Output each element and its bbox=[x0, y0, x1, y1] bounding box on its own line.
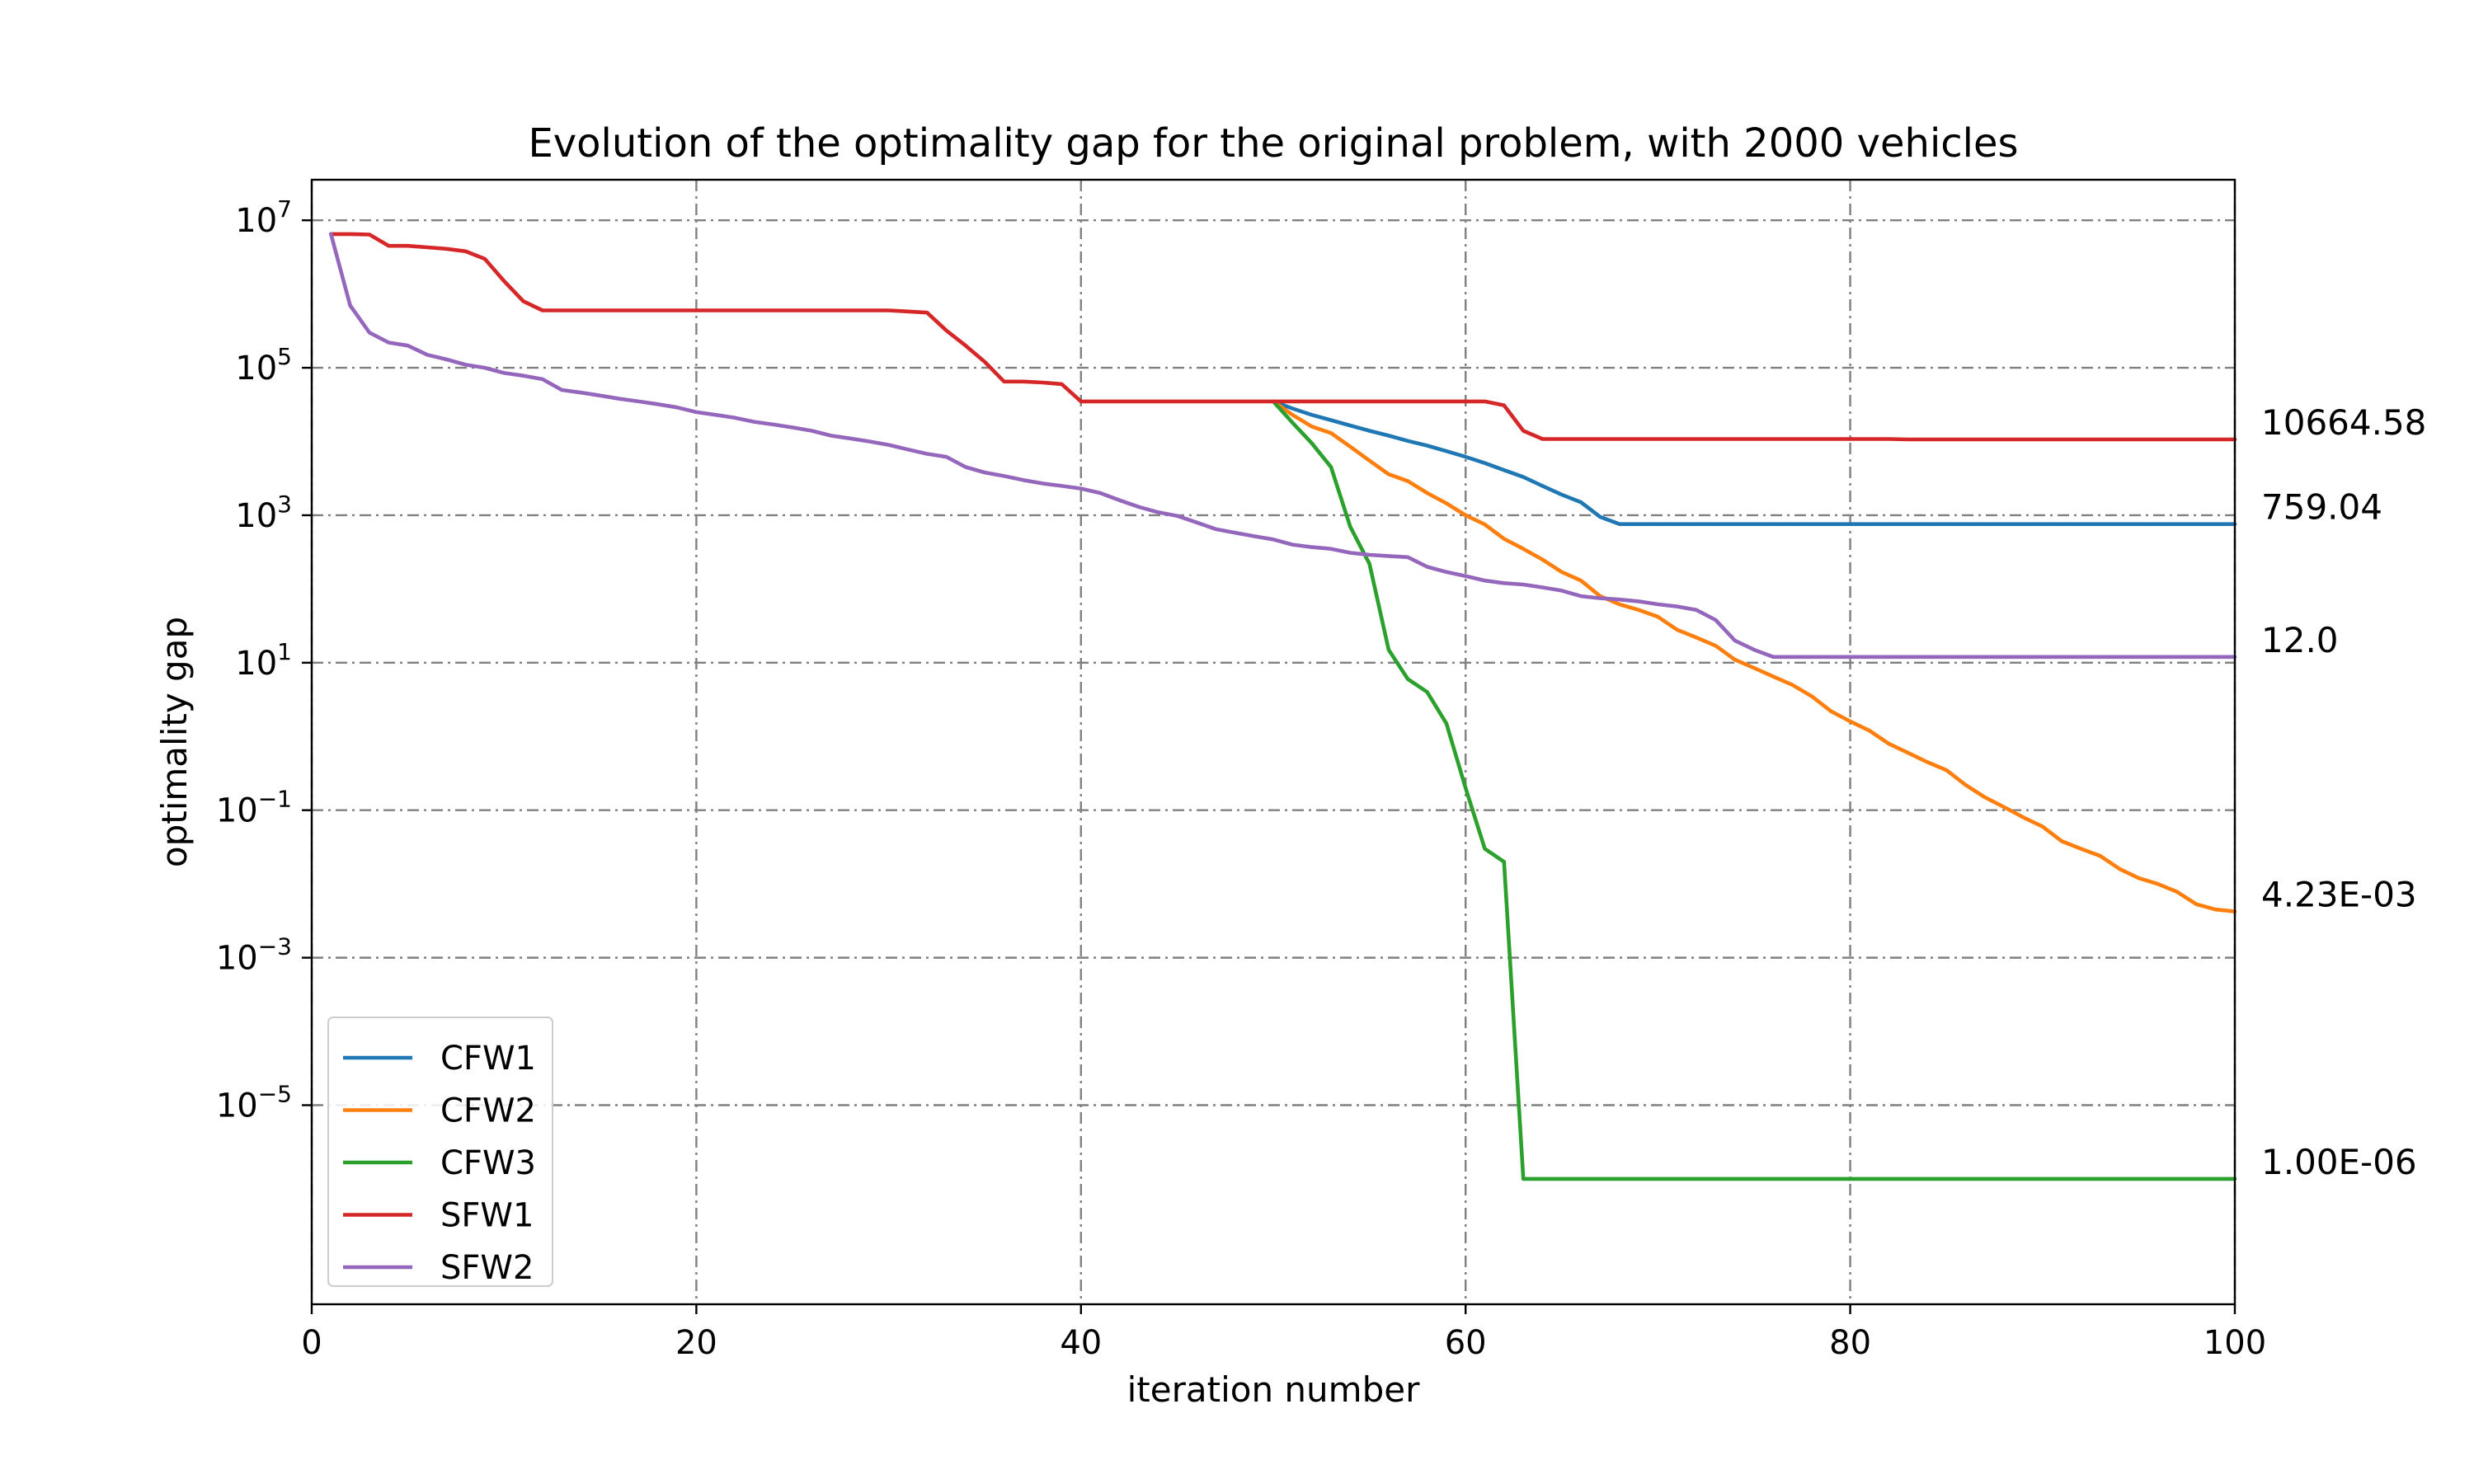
x-tick-label: 0 bbox=[301, 1324, 322, 1362]
y-tick-base: 10 bbox=[235, 645, 277, 683]
y-tick-exponent: −5 bbox=[258, 1081, 292, 1108]
series-line-cfw2 bbox=[1271, 399, 2237, 913]
y-tick-label: 10−1 bbox=[216, 786, 292, 830]
y-axis-label: optimality gap bbox=[154, 617, 195, 867]
plot-frame bbox=[310, 178, 2236, 1306]
legend-label-cfw1: CFW1 bbox=[440, 1040, 536, 1078]
y-tick-base: 10 bbox=[216, 1087, 258, 1125]
end-value-label-sfw2: 12.0 bbox=[2261, 620, 2339, 660]
y-tick-base: 10 bbox=[235, 497, 277, 535]
y-tick-exponent: 7 bbox=[277, 195, 292, 223]
x-axis-label: iteration number bbox=[1127, 1369, 1420, 1410]
y-tick-label: 10−3 bbox=[216, 933, 292, 978]
legend: CFW1 CFW2 CFW3 SFW1 SFW2 bbox=[327, 1017, 553, 1287]
x-tick-label: 20 bbox=[675, 1324, 717, 1362]
y-tick-exponent: 3 bbox=[277, 491, 292, 518]
series-line-sfw1 bbox=[328, 232, 2237, 442]
legend-label-sfw2: SFW2 bbox=[440, 1249, 534, 1287]
series-end-labels: 759.04 4.23E-03 1.00E-06 10664.58 12.0 bbox=[2261, 402, 2426, 1182]
y-tick-label: 101 bbox=[235, 638, 292, 683]
y-tick-base: 10 bbox=[235, 350, 277, 387]
y-tick-base: 10 bbox=[216, 940, 258, 978]
end-value-label-sfw1: 10664.58 bbox=[2261, 402, 2426, 443]
series-line-cfw1 bbox=[1271, 399, 2237, 527]
y-tick-label: 107 bbox=[235, 195, 292, 240]
legend-label-sfw1: SFW1 bbox=[440, 1197, 534, 1235]
x-tick-label: 40 bbox=[1060, 1324, 1102, 1362]
series-line-sfw2 bbox=[328, 232, 2237, 660]
series-lines bbox=[328, 232, 2237, 1181]
end-value-label-cfw1: 759.04 bbox=[2261, 487, 2382, 528]
y-tick-exponent: 1 bbox=[277, 638, 292, 665]
y-tick-label: 103 bbox=[235, 491, 292, 535]
x-tick-label: 80 bbox=[1829, 1324, 1871, 1362]
end-value-label-cfw2: 4.23E-03 bbox=[2261, 875, 2417, 915]
y-tick-base: 10 bbox=[235, 202, 277, 240]
legend-items: CFW1 CFW2 CFW3 SFW1 SFW2 bbox=[343, 1040, 536, 1287]
legend-box bbox=[327, 1017, 553, 1287]
y-tick-label: 10−5 bbox=[216, 1081, 292, 1125]
x-axis-ticks: 0 20 40 60 80 100 bbox=[301, 1304, 2266, 1362]
y-tick-exponent: 5 bbox=[277, 343, 292, 370]
legend-label-cfw2: CFW2 bbox=[440, 1092, 536, 1130]
x-tick-label: 100 bbox=[2204, 1324, 2266, 1362]
chart-title: Evolution of the optimality gap for the … bbox=[528, 120, 2018, 167]
x-tick-label: 60 bbox=[1445, 1324, 1487, 1362]
y-tick-label: 105 bbox=[235, 343, 292, 387]
y-tick-exponent: −3 bbox=[258, 933, 292, 960]
series-line-cfw3 bbox=[1271, 399, 2237, 1181]
end-value-label-cfw3: 1.00E-06 bbox=[2261, 1142, 2417, 1182]
y-tick-base: 10 bbox=[216, 792, 258, 830]
legend-label-cfw3: CFW3 bbox=[440, 1144, 536, 1182]
y-tick-exponent: −1 bbox=[258, 786, 292, 813]
